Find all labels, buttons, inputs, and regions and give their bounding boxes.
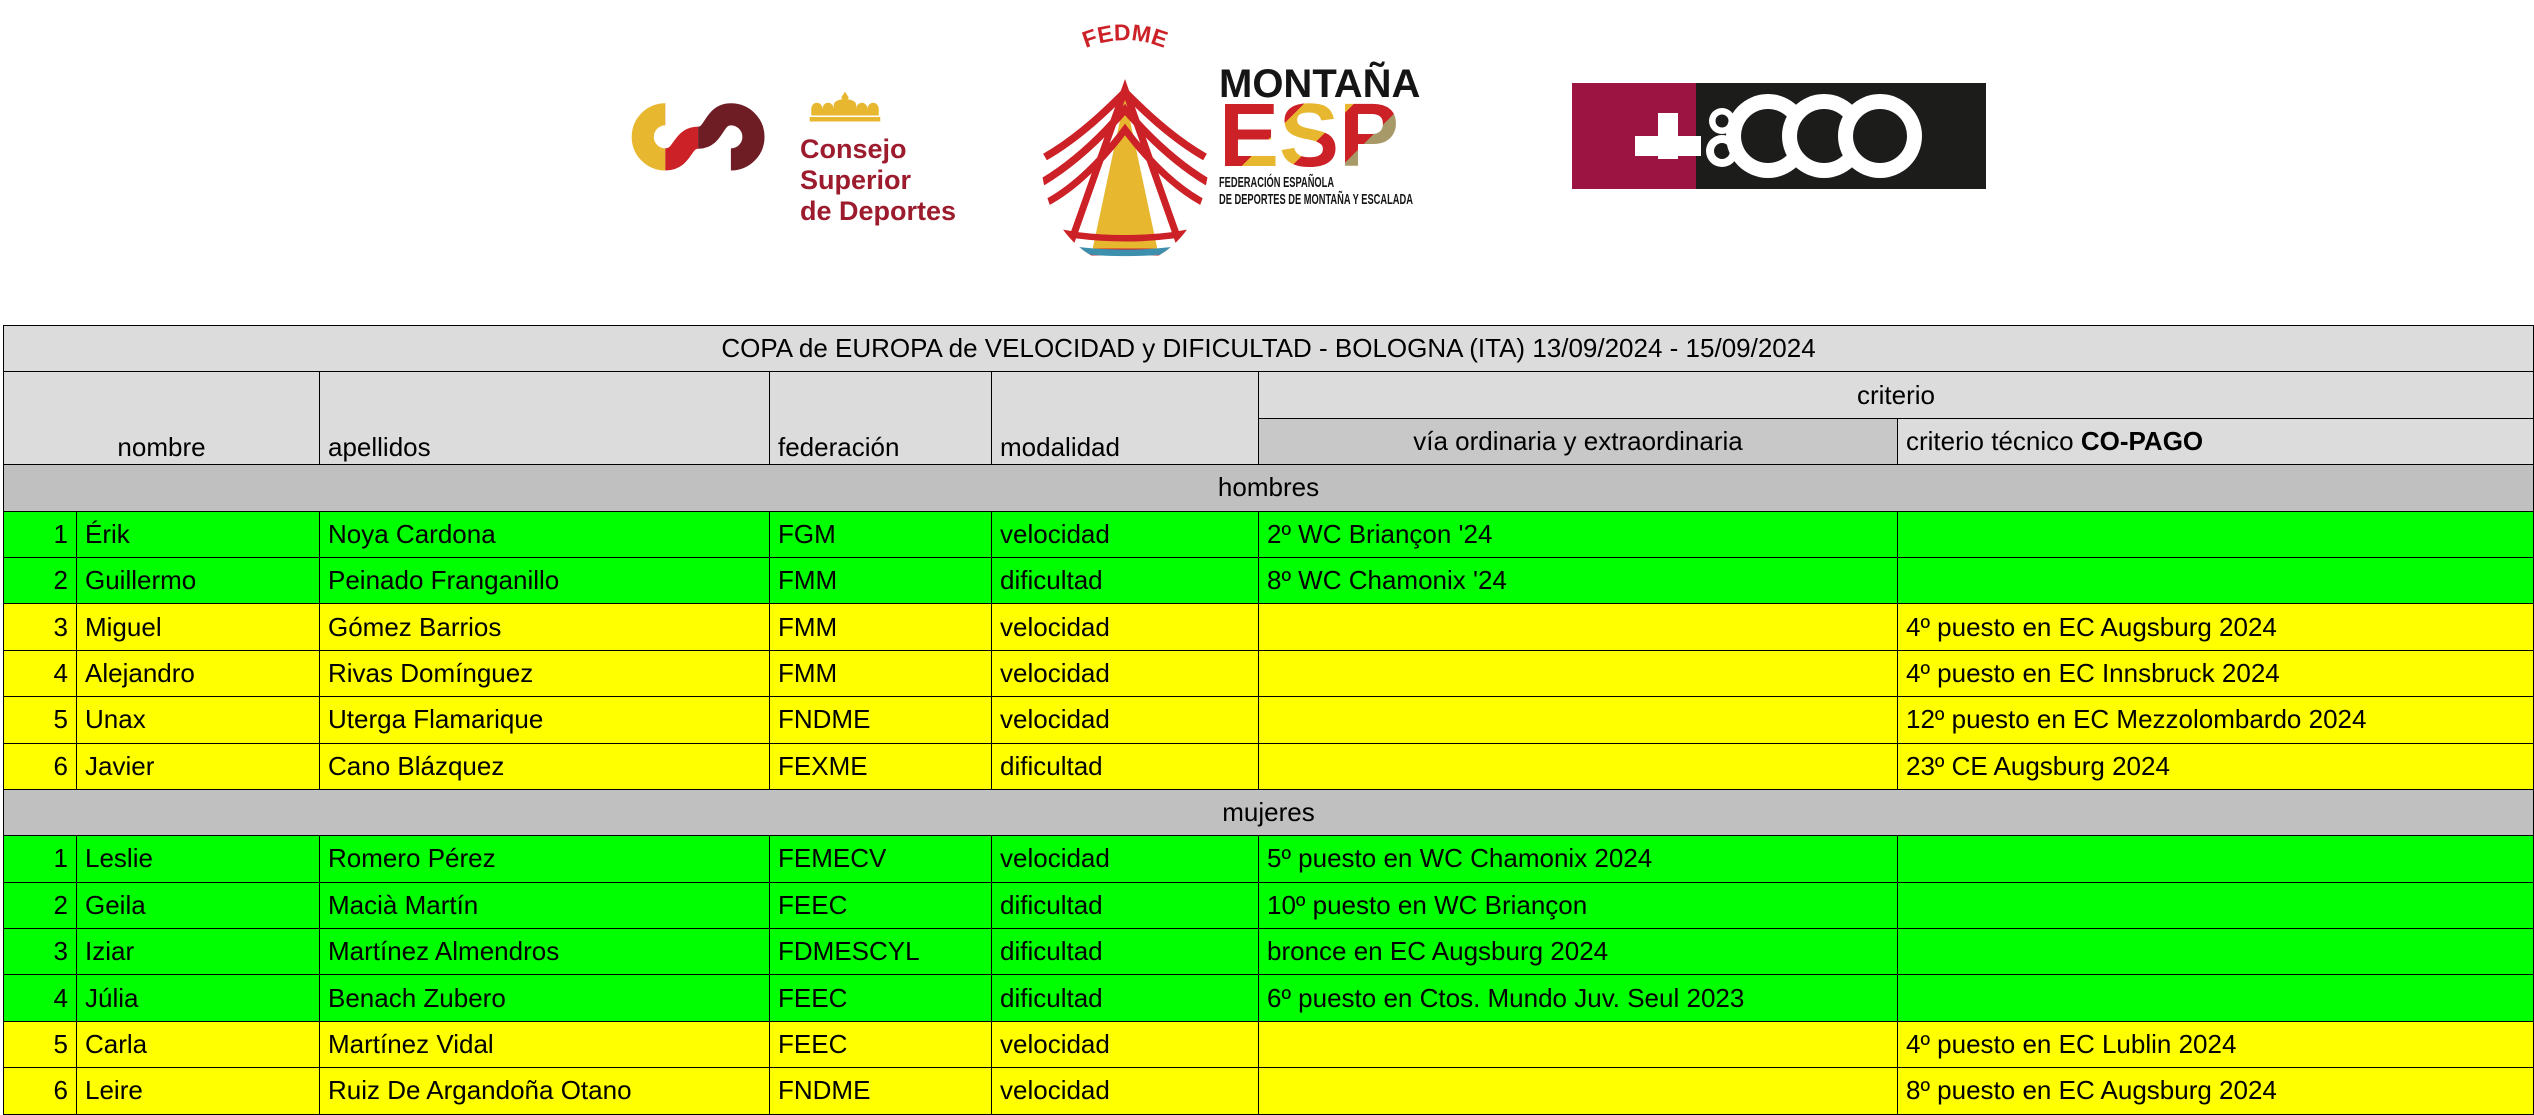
svg-text:FEDME: FEDME: [1079, 22, 1171, 53]
